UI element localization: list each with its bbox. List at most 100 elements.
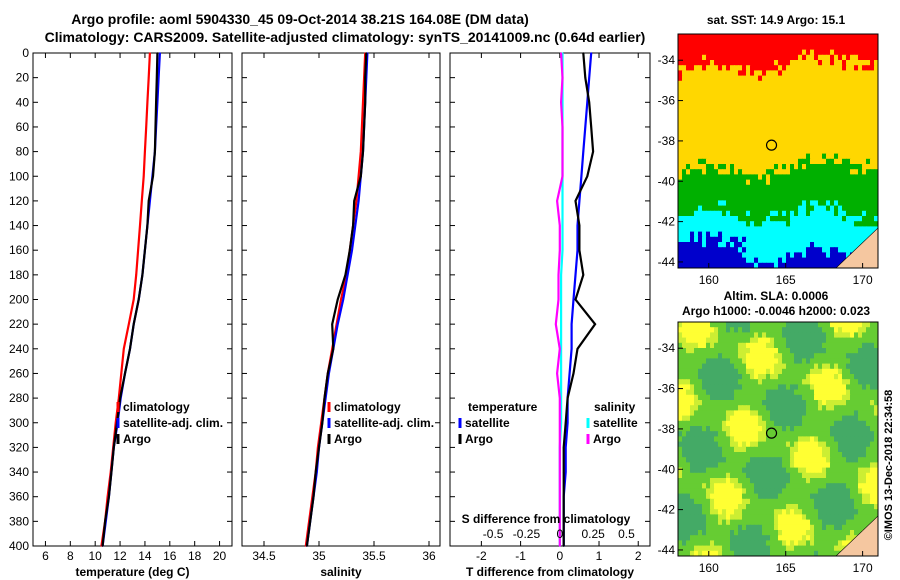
map-cell xyxy=(818,252,823,259)
map-cell xyxy=(770,49,775,56)
map-cell xyxy=(722,247,727,253)
map-cell xyxy=(694,342,699,349)
map-cell xyxy=(770,200,775,207)
map-cell xyxy=(782,184,787,191)
map-cell xyxy=(834,158,839,165)
map-cell xyxy=(762,226,767,233)
map-cell xyxy=(874,205,878,212)
map-cell xyxy=(790,242,795,248)
data-point xyxy=(560,298,562,301)
map-cell xyxy=(810,262,815,268)
map-cell xyxy=(814,158,819,165)
map-cell xyxy=(802,65,807,71)
map-cell xyxy=(706,39,711,45)
map-cell xyxy=(686,483,691,489)
map-cell xyxy=(770,54,775,61)
map-cell xyxy=(778,337,783,344)
map-cell xyxy=(722,493,727,500)
map-cell xyxy=(858,327,863,333)
map-cell xyxy=(826,242,831,248)
map-cell xyxy=(826,247,831,253)
data-point xyxy=(572,372,575,375)
map-cell xyxy=(798,374,803,380)
map-cell xyxy=(750,426,755,432)
map-cell xyxy=(798,348,803,354)
map-cell xyxy=(862,96,867,103)
data-point xyxy=(147,76,150,79)
map-cell xyxy=(694,530,699,536)
map-cell xyxy=(726,535,731,541)
map-cell xyxy=(826,127,831,134)
map-cell xyxy=(714,257,719,264)
map-cell xyxy=(706,174,711,181)
map-cell xyxy=(710,436,715,443)
map-cell xyxy=(838,322,843,328)
map-cell xyxy=(794,353,799,359)
map-cell xyxy=(774,524,779,531)
map-cell xyxy=(850,117,855,123)
map-cell xyxy=(814,216,819,222)
map-cell xyxy=(842,86,847,92)
data-point xyxy=(344,274,347,276)
map-cell xyxy=(702,164,707,170)
map-cell xyxy=(822,410,827,417)
map-cell xyxy=(842,96,847,103)
map-cell xyxy=(874,426,878,432)
map-cell xyxy=(694,190,699,196)
map-cell xyxy=(714,122,719,129)
map-cell xyxy=(702,524,707,531)
map-cell xyxy=(774,34,779,40)
map-cell xyxy=(714,195,719,201)
map-cell xyxy=(850,327,855,333)
map-cell xyxy=(706,216,711,222)
map-cell xyxy=(678,368,683,375)
map-cell xyxy=(734,384,739,391)
data-point xyxy=(574,274,577,276)
map-cell xyxy=(794,410,799,417)
map-cell xyxy=(770,348,775,354)
map-cell xyxy=(710,247,715,253)
map-cell xyxy=(766,117,771,123)
data-point xyxy=(101,545,104,547)
map-cell xyxy=(714,60,719,66)
map-cell xyxy=(794,420,799,427)
map-cell xyxy=(814,86,819,92)
map-cell xyxy=(782,337,787,344)
map-cell xyxy=(798,169,803,175)
map-cell xyxy=(746,117,751,123)
map-cell xyxy=(766,210,771,217)
map-cell xyxy=(782,405,787,411)
map-cell xyxy=(710,441,715,448)
map-cell xyxy=(798,426,803,432)
map-cell xyxy=(802,368,807,375)
data-point xyxy=(352,224,354,227)
map-cell xyxy=(838,332,843,339)
map-cell xyxy=(790,452,795,458)
map-cell xyxy=(786,332,791,339)
map-cell xyxy=(858,70,863,77)
map-cell xyxy=(710,446,715,453)
map-cell xyxy=(770,169,775,175)
data-point xyxy=(128,323,130,326)
map-cell xyxy=(702,44,707,51)
map-cell xyxy=(726,415,731,422)
map-cell xyxy=(810,86,815,92)
map-cell xyxy=(734,132,739,139)
map-cell xyxy=(822,363,827,370)
map-cell xyxy=(702,179,707,186)
map-cell xyxy=(750,514,755,521)
map-cell xyxy=(702,410,707,417)
map-cell xyxy=(758,509,763,515)
map-cell xyxy=(866,148,871,155)
map-cell xyxy=(822,535,827,541)
map-cell xyxy=(794,132,799,139)
map-cell xyxy=(738,446,743,453)
map-cell xyxy=(682,101,687,108)
map-cell xyxy=(694,405,699,411)
map-cell xyxy=(746,514,751,521)
map-cell xyxy=(850,242,855,248)
map-cell xyxy=(678,148,683,155)
map-cell xyxy=(770,231,775,238)
map-cell xyxy=(774,39,779,45)
map-cell xyxy=(742,524,747,531)
